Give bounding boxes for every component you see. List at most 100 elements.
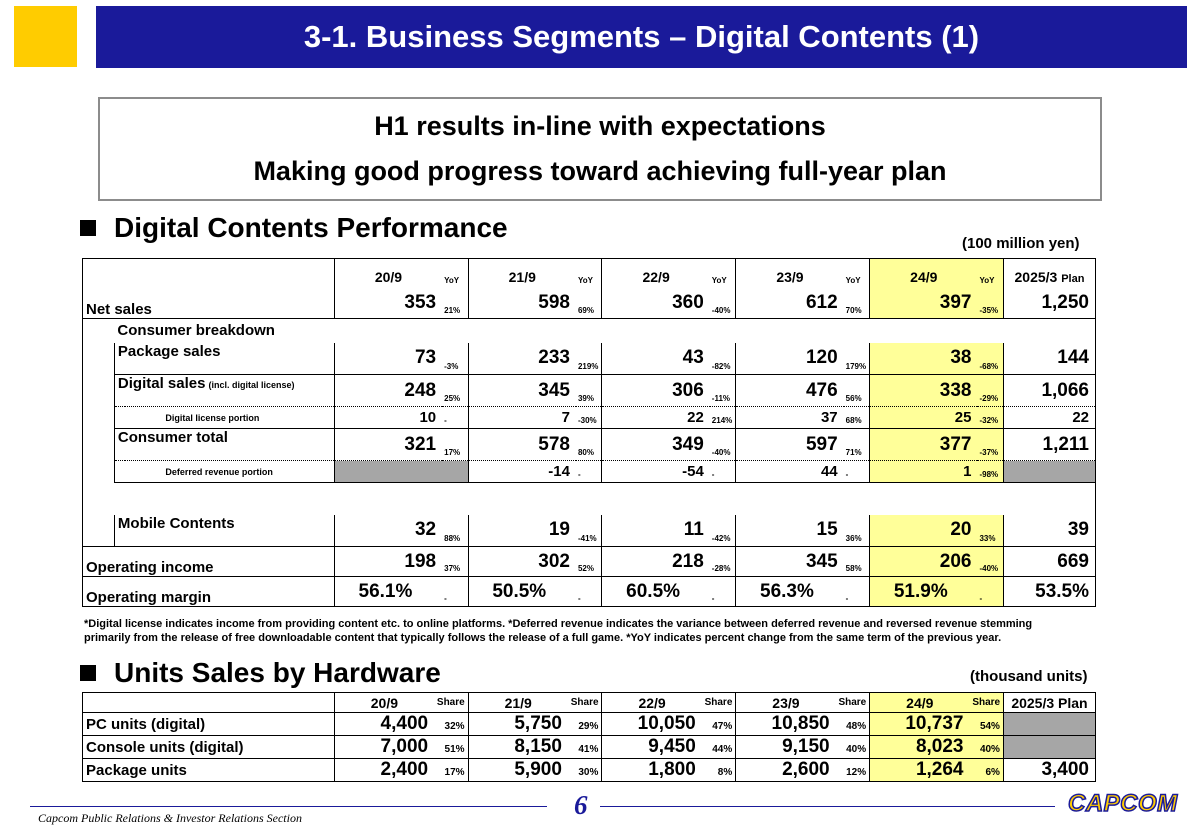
yoy-cell: 33% — [977, 514, 1004, 547]
col-header-period: 22/9 — [601, 692, 702, 713]
empty-cell — [1003, 735, 1097, 759]
value-cell: 578 — [468, 428, 576, 461]
share-cell: 12% — [835, 758, 871, 782]
footer-divider — [600, 806, 1055, 807]
yoy-cell: 214% — [709, 406, 737, 429]
footnote: *Digital license indicates income from p… — [84, 617, 1094, 645]
value-cell: 22 — [601, 406, 710, 429]
col-header-share: Share — [701, 692, 737, 713]
table-row: Digital license portion 10-7 -30% 22 214% 37 6… — [82, 406, 1097, 429]
indent-cell — [113, 406, 126, 429]
spacer-cell — [114, 482, 1097, 515]
empty-cell — [1003, 460, 1097, 483]
value-cell: 37 — [735, 406, 844, 429]
table-row: Package units 2,400 17% 5,900 30% 1,800 8% 2,60… — [82, 758, 1097, 782]
value-cell: 7 — [468, 406, 576, 429]
table-row: Console units (digital) 7,000 51% 8,150 41% 9… — [82, 735, 1097, 759]
value-cell: 397 — [869, 288, 978, 319]
col-header-yoy: YoY — [977, 258, 1004, 289]
col-header-period: 20/9 — [334, 258, 443, 289]
value-cell: 349 — [601, 428, 710, 461]
share-cell: 41% — [567, 735, 603, 759]
value-cell: 10,050 — [601, 712, 702, 736]
indent-cell — [82, 342, 115, 375]
value-cell: 8,150 — [468, 735, 568, 759]
row-label: Operating margin — [82, 576, 335, 607]
table-row: Operating margin 56.1% -50.5% -60.5% -56.3% -… — [82, 576, 1097, 607]
row-label: Package sales — [113, 342, 335, 375]
value-cell: 10,737 — [869, 712, 970, 736]
performance-table: 20/9 YoY 21/9 YoY 22/9 YoY 23/9 YoY 24/9… — [82, 258, 1097, 607]
value-cell: 56.1% — [334, 576, 443, 607]
col-header-share: Share — [835, 692, 871, 713]
value-cell: 345 — [735, 546, 844, 577]
value-cell: 11 — [601, 514, 710, 547]
col-header-period: 21/9 — [468, 258, 576, 289]
row-label: Package units — [82, 758, 335, 782]
performance-unit: (100 million yen) — [962, 235, 1080, 252]
row-label: Consumer total — [113, 428, 335, 461]
col-header-share: Share — [567, 692, 603, 713]
empty-cell — [1003, 712, 1097, 736]
share-cell: 54% — [969, 712, 1004, 736]
indent-cell — [82, 514, 115, 547]
col-header-yoy: YoY — [442, 258, 469, 289]
yoy-cell: - — [843, 576, 871, 607]
value-cell: 120 — [735, 342, 844, 375]
value-cell: 248 — [334, 374, 443, 407]
value-cell: 302 — [468, 546, 576, 577]
value-cell: 10,850 — [735, 712, 836, 736]
plan-cell: 53.5% — [1003, 576, 1097, 607]
value-cell: 44 — [735, 460, 844, 483]
yoy-cell: 52% — [575, 546, 603, 577]
value-cell: 43 — [601, 342, 710, 375]
value-cell: 73 — [334, 342, 443, 375]
row-label-consumer-breakdown: Consumer breakdown — [114, 318, 1097, 343]
col-header-period: 21/9 — [468, 692, 568, 713]
row-label: Net sales — [82, 288, 335, 319]
value-cell: 338 — [869, 374, 978, 407]
row-label: Console units (digital) — [82, 735, 335, 759]
value-cell: 218 — [601, 546, 710, 577]
row-label: Digital sales (incl. digital license) — [113, 374, 335, 407]
yoy-cell: - — [442, 576, 469, 607]
row-label: Digital license portion — [125, 406, 335, 429]
yoy-cell: 70% — [843, 288, 871, 319]
indent-cell — [82, 460, 115, 483]
indent-cell — [82, 406, 115, 429]
headline-line-2: Making good progress toward achieving fu… — [253, 156, 947, 186]
table-row: PC units (digital) 4,400 32% 5,750 29% 10,050… — [82, 712, 1097, 736]
square-bullet-icon — [80, 665, 96, 681]
plan-cell: 144 — [1003, 342, 1097, 375]
value-cell: 4,400 — [334, 712, 435, 736]
empty-cell — [334, 460, 469, 483]
col-header-yoy: YoY — [575, 258, 603, 289]
footer-divider — [30, 806, 547, 807]
indent-cell — [82, 318, 115, 343]
share-cell: 8% — [701, 758, 737, 782]
value-cell: 612 — [735, 288, 844, 319]
share-cell: 40% — [969, 735, 1004, 759]
yoy-cell: -40% — [709, 428, 737, 461]
yoy-cell: 68% — [843, 406, 871, 429]
col-header-yoy: YoY — [843, 258, 871, 289]
share-cell: 29% — [567, 712, 603, 736]
col-header-yoy: YoY — [709, 258, 737, 289]
plan-cell: 39 — [1003, 514, 1097, 547]
plan-label: Plan — [1061, 272, 1085, 285]
table-row: Net sales 353 21% 598 69% 360 -40% 612 70% 397 -35… — [82, 288, 1097, 319]
share-cell: 48% — [835, 712, 871, 736]
col-header-share: Share — [969, 692, 1004, 713]
value-cell: 345 — [468, 374, 576, 407]
table-row: Mobile Contents 32 88% 19 -41% 11 -42% 15 36% 20 3… — [82, 514, 1097, 547]
value-cell: 597 — [735, 428, 844, 461]
page-title: 3-1. Business Segments – Digital Content… — [96, 6, 1187, 68]
value-cell: 38 — [869, 342, 978, 375]
value-cell: 50.5% — [468, 576, 576, 607]
table-row: 20/9 Share 21/9 Share 22/9 Share 23/9 Share 24/9… — [82, 692, 1097, 713]
table-row — [82, 482, 1097, 515]
col-header-period: 20/9 — [334, 692, 435, 713]
value-cell: 206 — [869, 546, 978, 577]
value-cell: 15 — [735, 514, 844, 547]
value-cell: 353 — [334, 288, 443, 319]
